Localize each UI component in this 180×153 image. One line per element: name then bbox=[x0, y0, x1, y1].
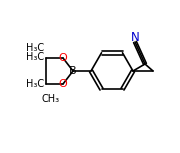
Text: N: N bbox=[131, 30, 139, 43]
Text: CH₃: CH₃ bbox=[42, 94, 60, 104]
Text: H₃C: H₃C bbox=[26, 79, 44, 89]
Text: H₃C: H₃C bbox=[26, 52, 44, 62]
Text: H₃C: H₃C bbox=[26, 43, 44, 53]
Text: O: O bbox=[59, 79, 67, 89]
Text: B: B bbox=[69, 66, 77, 76]
Text: O: O bbox=[59, 53, 67, 63]
